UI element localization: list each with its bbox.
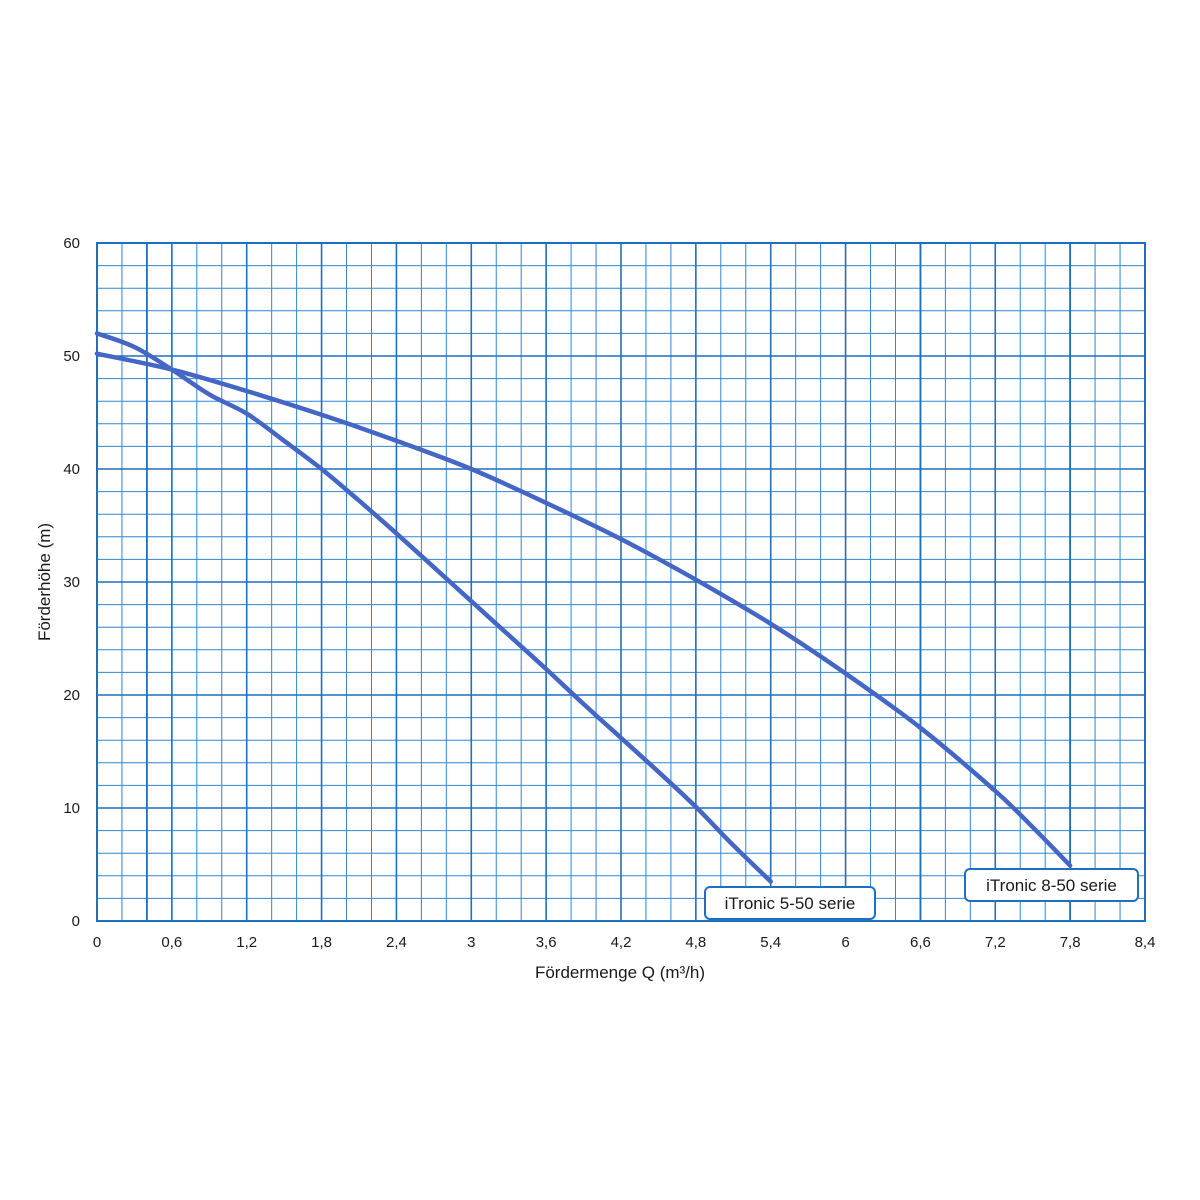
y-tick-label: 20 xyxy=(63,687,80,704)
x-tick-label: 1,8 xyxy=(311,934,332,951)
y-tick-label: 40 xyxy=(63,461,80,478)
x-tick-label: 6,6 xyxy=(910,934,931,951)
series-label-1: iTronic 5-50 serie xyxy=(704,886,876,920)
x-tick-label: 0,6 xyxy=(161,934,182,951)
series-label-text: iTronic 8-50 serie xyxy=(986,876,1117,895)
series-line-1 xyxy=(94,331,773,884)
x-tick-label: 1,2 xyxy=(236,934,257,951)
x-tick-labels: 0 0,6 1,2 1,8 2,4 3 3,6 4,2 4,8 5,4 6 6,6 7,2 7,8 8,4 xyxy=(93,934,1156,951)
plot-border xyxy=(96,242,1146,922)
x-tick-label: 4,2 xyxy=(611,934,632,951)
y-tick-label: 50 xyxy=(63,348,80,365)
series-label-text: iTronic 5-50 serie xyxy=(725,894,856,913)
series-labels: iTronic 5-50 serie iTronic 8-50 serie xyxy=(704,868,1139,920)
x-tick-label: 3,6 xyxy=(536,934,557,951)
y-tick-label: 60 xyxy=(63,235,80,252)
y-tick-labels: 0 10 20 30 40 50 60 xyxy=(63,235,80,930)
series-label-box xyxy=(704,886,876,920)
x-axis-label: Fördermenge Q (m³/h) xyxy=(535,963,705,982)
x-tick-label: 6 xyxy=(841,934,849,951)
x-tick-label: 8,4 xyxy=(1135,934,1156,951)
y-tick-label: 10 xyxy=(63,800,80,817)
x-tick-label: 5,4 xyxy=(760,934,781,951)
series-label-2: iTronic 8-50 serie xyxy=(964,868,1139,902)
major-grid xyxy=(97,243,1145,921)
x-tick-label: 3 xyxy=(467,934,475,951)
curves xyxy=(94,331,1073,884)
x-tick-label: 0 xyxy=(93,934,101,951)
y-axis-label: Förderhöhe (m) xyxy=(35,523,54,641)
y-tick-label: 30 xyxy=(63,574,80,591)
series-label-box xyxy=(964,868,1139,902)
y-tick-label: 0 xyxy=(72,913,80,930)
plot-frame xyxy=(96,242,1146,922)
x-tick-label: 4,8 xyxy=(685,934,706,951)
x-tick-label: 7,2 xyxy=(985,934,1006,951)
x-tick-label: 7,8 xyxy=(1060,934,1081,951)
x-tick-label: 2,4 xyxy=(386,934,407,951)
series-line-2 xyxy=(94,351,1073,868)
